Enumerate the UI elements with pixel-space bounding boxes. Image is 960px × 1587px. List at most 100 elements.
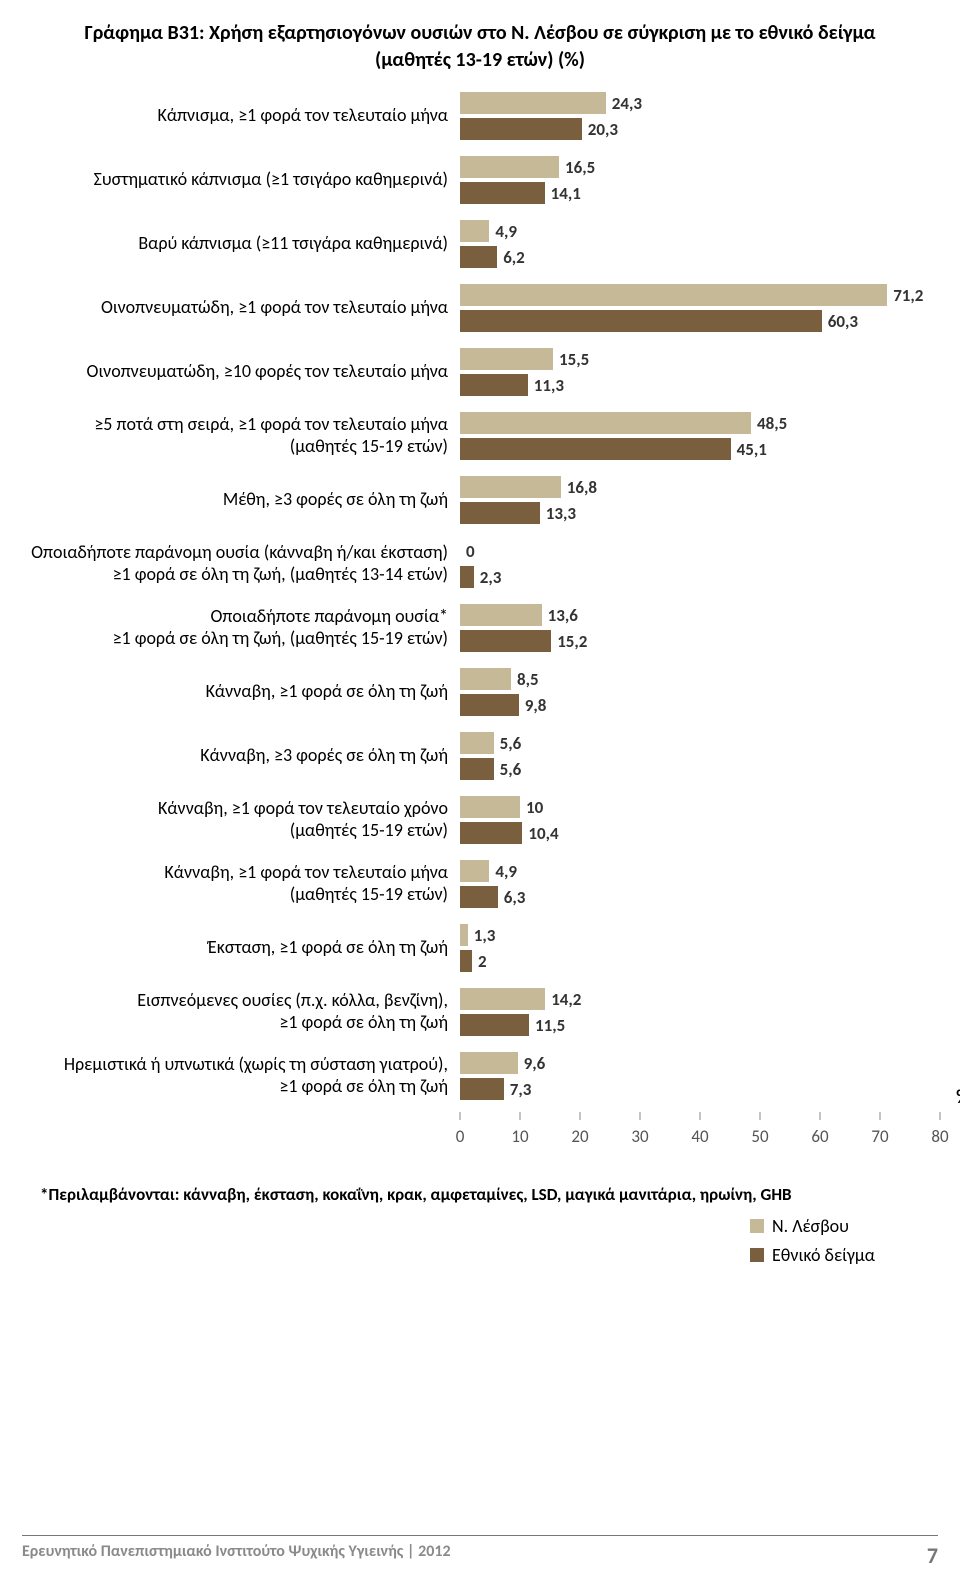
value-label: 14,1 (551, 183, 581, 204)
bar-national (460, 694, 519, 716)
bar-national (460, 502, 540, 524)
value-label: 7,3 (510, 1079, 532, 1100)
chart-row: Οινοπνευματώδη, ≥1 φορά τον τελευταίο μή… (20, 284, 940, 332)
value-label: 14,2 (551, 989, 581, 1010)
value-label: 1,3 (474, 925, 496, 946)
page-footer: Ερευνητικό Πανεπιστημιακό Ινστιτούτο Ψυχ… (22, 1535, 938, 1569)
category-label: Οποιαδήποτε παράνομη ουσία (κάνναβη ή/κα… (20, 542, 460, 585)
category-label: Εισπνεόμενες ουσίες (π.χ. κόλλα, βενζίνη… (20, 990, 460, 1033)
bar-national (460, 1078, 504, 1100)
chart-title: Γράφημα B31: Χρήση εξαρτησιογόνων ουσιών… (50, 20, 910, 74)
bar-national (460, 950, 472, 972)
bar-national (460, 758, 494, 780)
chart-row: Κάνναβη, ≥1 φορά τον τελευταίο μήνα(μαθη… (20, 860, 940, 908)
category-label: Κάνναβη, ≥1 φορά σε όλη τη ζωή (20, 681, 460, 703)
bar-lesvos (460, 1052, 518, 1074)
bar-lesvos (460, 476, 561, 498)
category-label: Βαρύ κάπνισμα (≥11 τσιγάρα καθημερινά) (20, 233, 460, 255)
x-tick: 70 (871, 1126, 888, 1147)
bar-group: 24,3 20,3 (460, 92, 940, 140)
bar-lesvos (460, 796, 520, 818)
x-tick: 50 (751, 1126, 768, 1147)
bar-group: 15,511,3 (460, 348, 940, 396)
value-label: 4,9 (495, 221, 517, 242)
chart-row: Οποιαδήποτε παράνομη ουσία*≥1 φορά σε όλ… (20, 604, 940, 652)
bar-lesvos (460, 284, 887, 306)
value-label: 24,3 (612, 93, 642, 114)
x-tick: 10 (511, 1126, 528, 1147)
category-label: Κάπνισμα, ≥1 φορά τον τελευταίο μήνα (20, 105, 460, 127)
category-label: Κάνναβη, ≥1 φορά τον τελευταίο μήνα(μαθη… (20, 862, 460, 905)
value-label: 16,8 (567, 477, 597, 498)
value-label: 6,2 (503, 247, 525, 268)
value-label: 48,5 (757, 413, 787, 434)
x-tick: 0 (456, 1126, 465, 1147)
legend-label: Εθνικό δείγμα (772, 1241, 875, 1270)
bar-national (460, 118, 582, 140)
chart-row: Κάνναβη, ≥1 φορά σε όλη τη ζωή8,59,8 (20, 668, 940, 716)
legend-item-national: Εθνικό δείγμα (750, 1241, 875, 1270)
chart-row: Εισπνεόμενες ουσίες (π.χ. κόλλα, βενζίνη… (20, 988, 940, 1036)
bar-lesvos (460, 732, 494, 754)
value-label: 5,6 (500, 759, 522, 780)
bar-lesvos (460, 156, 559, 178)
bar-national (460, 886, 498, 908)
bar-national (460, 566, 474, 588)
bar-lesvos (460, 988, 545, 1010)
x-tick: 20 (571, 1126, 588, 1147)
chart-row: Έκσταση, ≥1 φορά σε όλη τη ζωή1,32 (20, 924, 940, 972)
value-label: 2 (478, 951, 487, 972)
x-axis: 01020304050607080% (460, 1116, 940, 1156)
bar-group: 71,260,3 (460, 284, 940, 332)
value-label: 11,3 (534, 375, 564, 396)
category-label: Οποιαδήποτε παράνομη ουσία*≥1 φορά σε όλ… (20, 606, 460, 649)
bar-national (460, 1014, 529, 1036)
bar-national (460, 438, 731, 460)
x-tick: 30 (631, 1126, 648, 1147)
bar-group: 9,67,3 (460, 1052, 940, 1100)
category-label: Έκσταση, ≥1 φορά σε όλη τη ζωή (20, 937, 460, 959)
category-label: Ηρεμιστικά ή υπνωτικά (χωρίς τη σύσταση … (20, 1054, 460, 1097)
legend-swatch (750, 1248, 764, 1262)
category-label: Κάνναβη, ≥3 φορές σε όλη τη ζωή (20, 745, 460, 767)
bar-national (460, 822, 522, 844)
bar-national (460, 374, 528, 396)
bar-group: 5,65,6 (460, 732, 940, 780)
bar-group: 4,96,2 (460, 220, 940, 268)
value-label: 20,3 (588, 119, 618, 140)
value-label: 71,2 (893, 285, 923, 306)
bar-lesvos (460, 604, 542, 626)
value-label: 4,9 (495, 861, 517, 882)
legend-swatch (750, 1219, 764, 1233)
legend-label: Ν. Λέσβου (772, 1212, 849, 1241)
chart-row: ≥5 ποτά στη σειρά, ≥1 φορά τον τελευταίο… (20, 412, 940, 460)
legend: Ν. ΛέσβουΕθνικό δείγμα (750, 1212, 875, 1270)
chart-row: Οινοπνευματώδη, ≥10 φορές τον τελευταίο … (20, 348, 940, 396)
bar-group: 16,514,1 (460, 156, 940, 204)
chart-row: Κάνναβη, ≥1 φορά τον τελευταίο χρόνο(μαθ… (20, 796, 940, 844)
x-tick: 40 (691, 1126, 708, 1147)
value-label: 5,6 (500, 733, 522, 754)
page-number: 7 (927, 1542, 938, 1569)
value-label: 8,5 (517, 669, 539, 690)
bar-group: 4,96,3 (460, 860, 940, 908)
bar-lesvos (460, 924, 468, 946)
chart-row: Μέθη, ≥3 φορές σε όλη τη ζωή16,813,3 (20, 476, 940, 524)
bar-group: 16,813,3 (460, 476, 940, 524)
bar-lesvos (460, 860, 489, 882)
bar-national (460, 630, 551, 652)
footnote: *Περιλαμβάνονται: κάνναβη, έκσταση, κοκα… (40, 1184, 940, 1205)
footer-org: Ερευνητικό Πανεπιστημιακό Ινστιτούτο Ψυχ… (22, 1542, 403, 1561)
value-label: 6,3 (504, 887, 526, 908)
bar-national (460, 310, 822, 332)
bar-lesvos (460, 348, 553, 370)
x-tick: 60 (811, 1126, 828, 1147)
value-label: 45,1 (737, 439, 767, 460)
value-label: 2,3 (480, 567, 502, 588)
footer-year: 2012 (418, 1542, 450, 1561)
category-label: Οινοπνευματώδη, ≥1 φορά τον τελευταίο μή… (20, 297, 460, 319)
x-tick: 80 (931, 1126, 948, 1147)
bar-group: 8,59,8 (460, 668, 940, 716)
bar-group: 1,32 (460, 924, 940, 972)
category-label: Μέθη, ≥3 φορές σε όλη τη ζωή (20, 489, 460, 511)
